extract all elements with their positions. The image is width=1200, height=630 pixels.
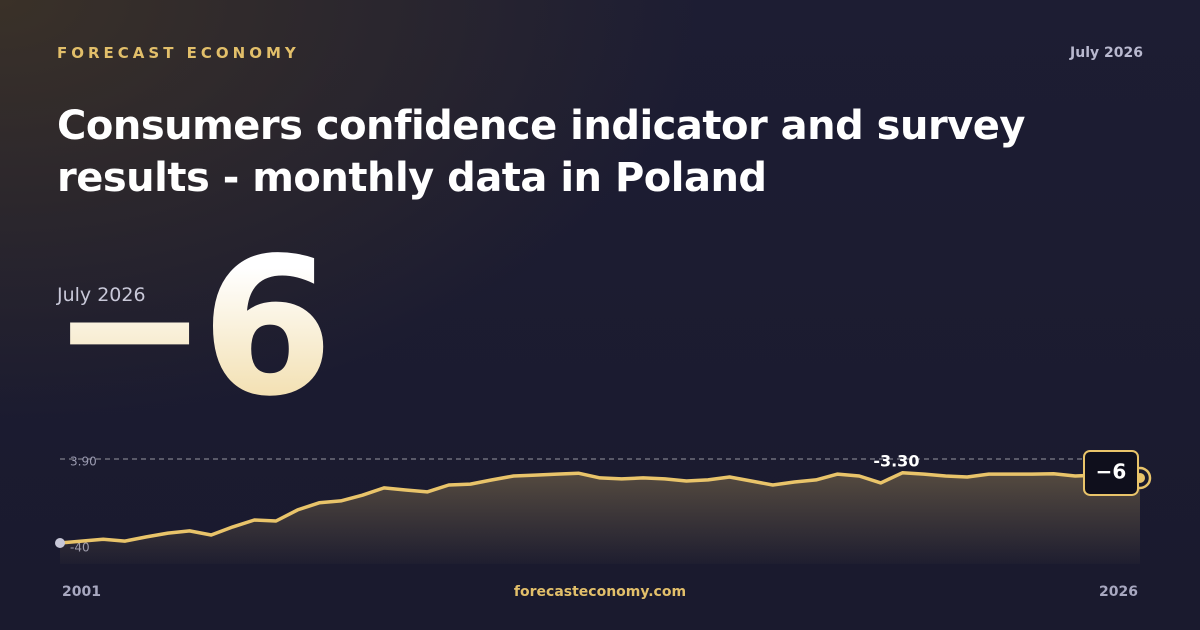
end-badge-label: −6	[1096, 459, 1127, 483]
end-badge: −6	[1083, 449, 1139, 496]
brand: FORECAST ECONOMY	[57, 44, 300, 62]
title: Consumers confidence indicator and surve…	[57, 103, 1025, 201]
area-fill	[60, 472, 1140, 564]
end-badge-box	[1083, 449, 1139, 496]
header-date: July 2026	[1070, 45, 1143, 61]
hero-date: July 2026	[57, 284, 146, 306]
peak-annotation: -3.30	[873, 451, 919, 470]
x-tick-label: 2001	[62, 584, 101, 600]
line	[58, 471, 1142, 545]
start-dot	[55, 538, 65, 548]
hero-value: −6	[50, 217, 333, 438]
x-tick-label: 2026	[1099, 584, 1138, 600]
footer-site[interactable]: forecasteconomy.com	[513, 584, 687, 600]
y-tick-label: 3.90	[70, 455, 97, 469]
